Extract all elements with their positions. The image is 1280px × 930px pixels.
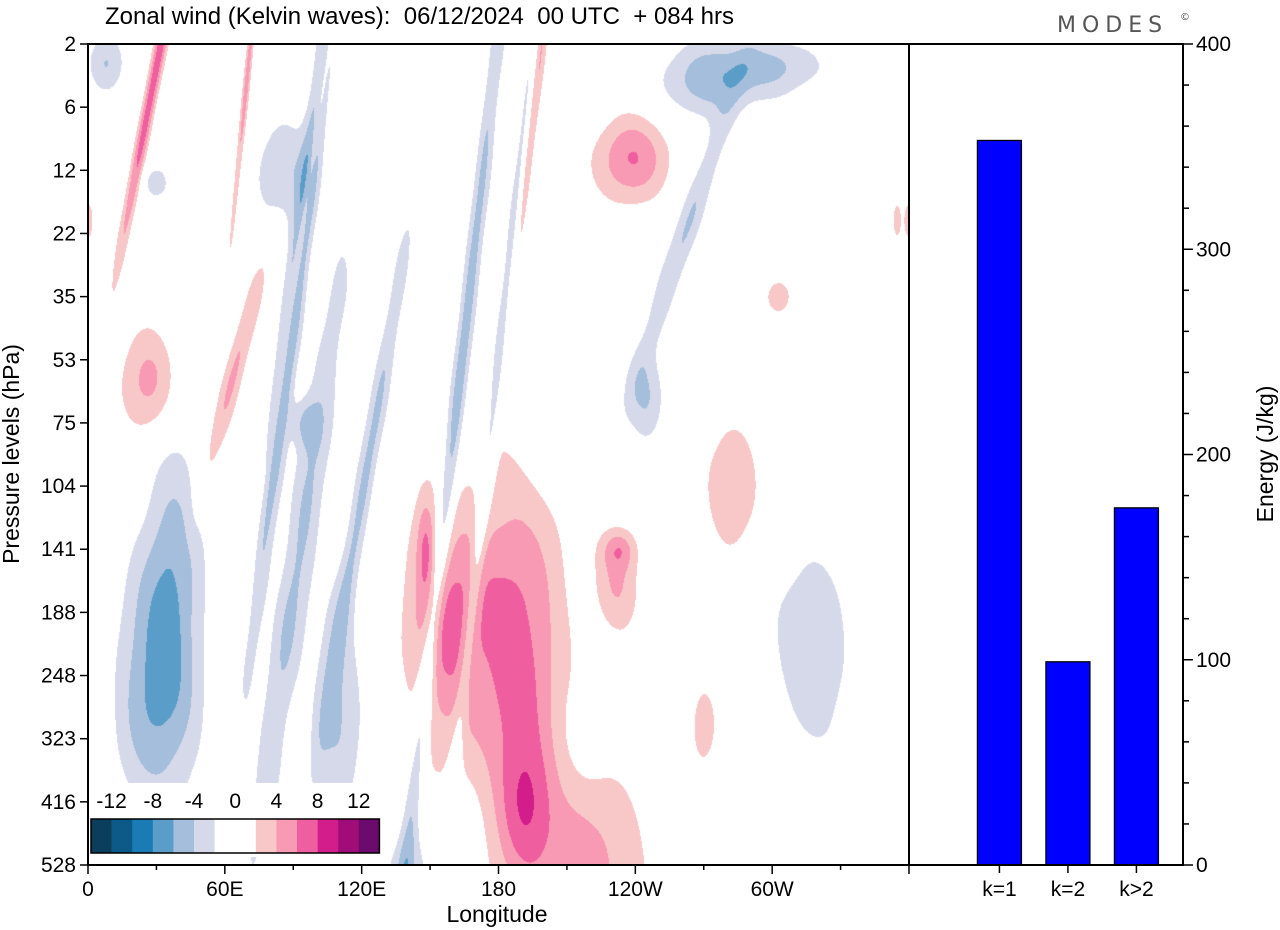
y-tick-label: 528 — [41, 854, 76, 877]
y-axis: 2 6 12 22 35 53 75 104 141 188 248 323 416 528 — [41, 33, 88, 877]
colorbar-swatch — [235, 819, 257, 853]
y-tick-label: 35 — [53, 286, 76, 309]
y-tick-label: 188 — [41, 601, 76, 624]
y-tick-label: 75 — [53, 412, 76, 435]
energy-y-tick-label: 0 — [1196, 854, 1208, 877]
colorbar-swatch — [132, 819, 154, 853]
x-axis-label: Longitude — [446, 901, 547, 927]
colorbar-swatch — [173, 819, 195, 853]
x-tick-label: 60E — [206, 878, 243, 901]
colorbar-label: 0 — [229, 790, 241, 813]
energy-y-tick-label: 200 — [1196, 444, 1231, 467]
chart-title: Zonal wind (Kelvin waves): 06/12/2024 00… — [105, 3, 734, 30]
energy-y-tick-label: 300 — [1196, 238, 1231, 261]
y-tick-label: 2 — [64, 33, 76, 56]
y-tick-label: 6 — [64, 96, 76, 119]
y-tick-label: 22 — [53, 222, 76, 245]
y-tick-label: 104 — [41, 475, 76, 498]
colorbar-label: 8 — [312, 790, 324, 813]
y-axis-label: Pressure levels (hPa) — [0, 344, 24, 564]
energy-y-axis: 0 100 200 300 400 — [1183, 33, 1231, 877]
colorbar-label: -12 — [96, 790, 126, 813]
colorbar-swatch — [276, 819, 298, 853]
colorbar-swatch — [317, 819, 339, 853]
colorbar-frame — [90, 818, 381, 854]
colorbar-label: 4 — [271, 790, 283, 813]
colorbar-swatch — [91, 819, 112, 853]
x-tick-label: 0 — [82, 878, 94, 901]
energy-category-label: k=2 — [1051, 878, 1085, 901]
y-tick-label: 12 — [53, 159, 76, 182]
x-tick-label: 180 — [481, 878, 516, 901]
colorbar: -12 -8 -4 0 4 8 12 — [89, 783, 383, 857]
x-tick-label: 60W — [751, 878, 794, 901]
energy-axis-label: Energy (J/kg) — [1252, 386, 1278, 523]
heatmap-field-wrapper — [88, 44, 909, 865]
colorbar-label: -4 — [185, 790, 204, 813]
y-tick-label: 416 — [41, 791, 76, 814]
colorbar-swatch — [358, 819, 380, 853]
energy-bar-1 — [976, 139, 1023, 866]
hovmoller-panel: -12 -8 -4 0 4 8 12 0 60E 120E 180 120W 60W 2 6 12 22 35… — [0, 33, 910, 927]
y-tick-label: 141 — [41, 538, 76, 561]
energy-bar-3 — [1113, 507, 1160, 866]
brand-mark: © — [1180, 12, 1190, 23]
brand-logo: MODES — [1057, 13, 1168, 38]
colorbar-swatch — [297, 819, 318, 853]
colorbar-label: -8 — [143, 790, 162, 813]
colorbar-swatch — [338, 819, 360, 853]
colorbar-swatch — [214, 819, 236, 853]
colorbar-swatch — [194, 819, 215, 853]
y-tick-label: 248 — [41, 665, 76, 688]
colorbar-swatch — [152, 819, 174, 853]
energy-bars — [976, 139, 1160, 866]
energy-x-axis: k=1 k=2 k>2 — [982, 865, 1154, 901]
zonal-wind-field — [88, 44, 909, 865]
energy-y-tick-label: 400 — [1196, 33, 1231, 56]
colorbar-swatch — [255, 819, 277, 853]
energy-panel: 0 100 200 300 400 k=1 k=2 k>2 Energy (J/kg) — [908, 33, 1278, 901]
y-tick-label: 53 — [53, 349, 76, 372]
energy-category-label: k=1 — [982, 878, 1016, 901]
colorbar-swatch — [111, 819, 133, 853]
x-axis: 0 60E 120E 180 120W 60W — [82, 865, 910, 901]
colorbar-label: 12 — [347, 790, 370, 813]
x-tick-label: 120E — [337, 878, 386, 901]
energy-bar-2 — [1045, 661, 1091, 866]
x-tick-label: 120W — [608, 878, 663, 901]
y-tick-label: 323 — [41, 728, 76, 751]
energy-y-tick-label: 100 — [1196, 649, 1231, 672]
energy-category-label: k>2 — [1119, 878, 1153, 901]
